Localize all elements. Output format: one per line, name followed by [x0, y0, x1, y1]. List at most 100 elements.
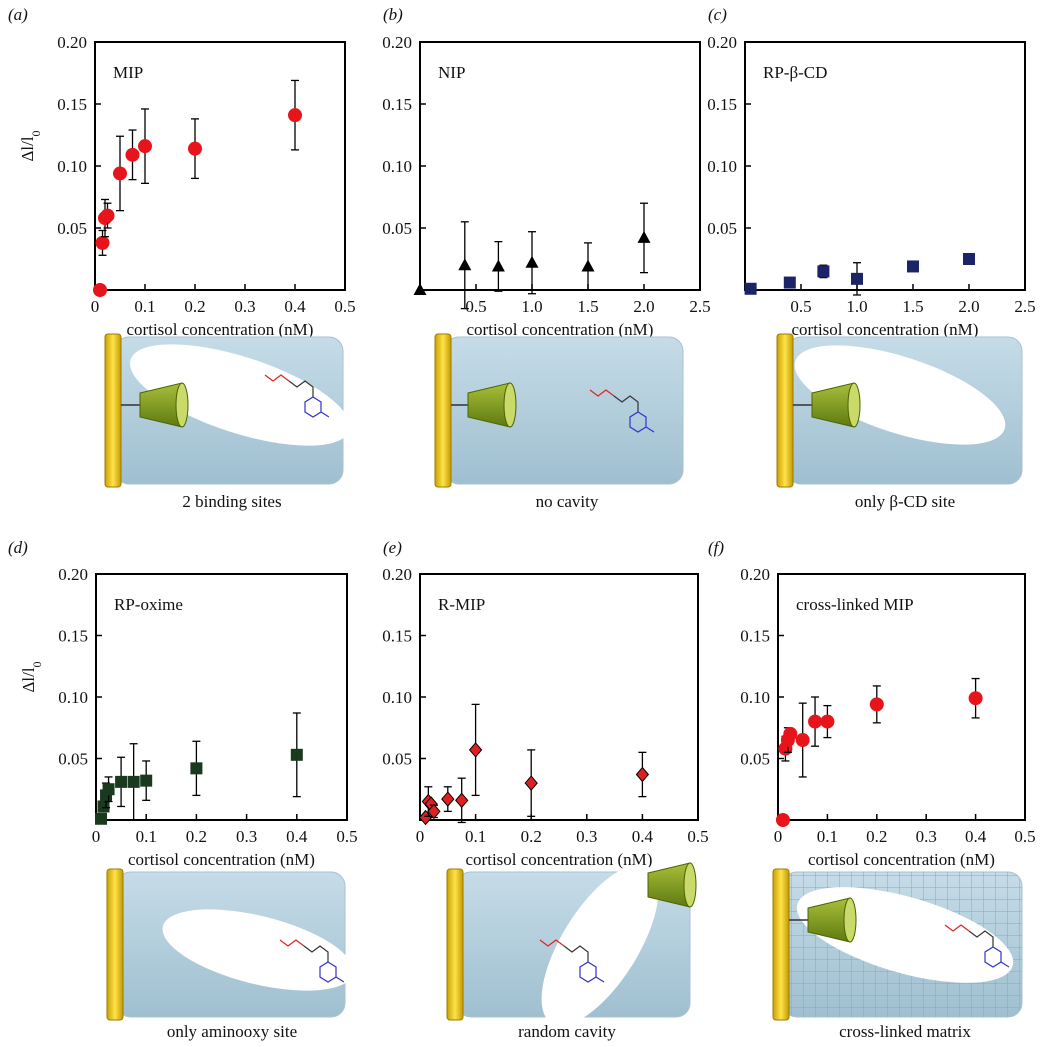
caption: 2 binding sites	[182, 492, 281, 511]
caption: random cavity	[518, 1022, 616, 1041]
data-point	[102, 783, 115, 796]
y-tick-label: 0.05	[707, 219, 737, 238]
data-point	[113, 166, 127, 181]
x-tick-label: 1.5	[577, 297, 598, 316]
data-point	[817, 265, 830, 278]
y-tick-label: 0.15	[707, 95, 737, 114]
y-tick-label: 0.10	[382, 157, 412, 176]
data-point	[140, 774, 153, 787]
x-tick-label: 0.3	[576, 827, 597, 846]
y-tick-label: 0.15	[382, 95, 412, 114]
x-tick-label: 2.0	[958, 297, 979, 316]
y-axis-label-main: Δl/l	[19, 667, 38, 692]
linker-chain	[968, 930, 994, 947]
data-point	[581, 259, 595, 272]
beta-cd-rim	[843, 897, 857, 943]
caption: cross-linked matrix	[839, 1022, 971, 1041]
x-tick-label: 0.4	[286, 827, 308, 846]
data-point	[525, 255, 539, 268]
y-tick-label: 0.05	[740, 750, 770, 769]
x-tick-label: 0.5	[336, 827, 357, 846]
cavity	[794, 345, 1006, 445]
y-tick-label: 0.10	[58, 688, 88, 707]
data-point	[95, 812, 108, 825]
linker-chain	[303, 945, 329, 962]
electrode	[104, 333, 122, 488]
electrode	[776, 333, 794, 488]
phenyl	[579, 961, 605, 983]
data-point	[290, 748, 303, 761]
data-point	[744, 282, 757, 295]
data-point	[968, 691, 983, 706]
x-tick-label: 0.5	[687, 827, 708, 846]
beta-cd-rim	[503, 382, 517, 428]
panel-label: (b)	[383, 5, 403, 24]
x-tick-label: 0.1	[136, 827, 157, 846]
phenyl	[984, 946, 1010, 968]
data-point	[468, 742, 483, 758]
data-point	[413, 283, 427, 295]
data-point	[907, 260, 919, 273]
y-tick-label: 0.15	[57, 95, 87, 114]
data-point	[95, 235, 110, 250]
x-axis-label: cortisol concentration (nM)	[792, 320, 979, 339]
panel-label: (d)	[8, 538, 28, 557]
y-tick-label: 0.20	[58, 565, 88, 584]
data-point	[963, 253, 975, 265]
data-point	[820, 714, 835, 729]
data-point	[808, 714, 823, 729]
x-tick-label: 0.1	[817, 827, 838, 846]
data-point	[455, 792, 469, 809]
data-point	[138, 139, 152, 154]
caption: no cavity	[536, 492, 599, 511]
x-tick-label: 0.3	[234, 297, 255, 316]
x-tick-label: 0.4	[284, 297, 306, 316]
data-point	[635, 766, 650, 783]
x-tick-label: 0.2	[184, 297, 205, 316]
data-point	[524, 775, 538, 791]
data-point	[190, 762, 203, 775]
panel-title: MIP	[113, 63, 143, 82]
linker-chain	[613, 395, 639, 412]
data-point	[427, 803, 441, 820]
x-tick-label: 0.3	[916, 827, 937, 846]
x-tick-label: 2.5	[1014, 297, 1035, 316]
panel-title: cross-linked MIP	[796, 595, 914, 614]
electrode	[772, 868, 790, 1021]
y-tick-label: 0.10	[382, 688, 412, 707]
panel-label: (e)	[383, 538, 402, 557]
x-tick-label: 1.0	[846, 297, 867, 316]
y-axis-label-sub: 0	[29, 130, 43, 136]
panel-title: NIP	[438, 63, 465, 82]
linker-chain	[563, 945, 589, 962]
x-tick-label: 0.1	[134, 297, 155, 316]
caption: only β-CD site	[855, 492, 955, 511]
x-tick-label: 0	[774, 827, 783, 846]
y-tick-label: 0.20	[382, 565, 412, 584]
x-axis-label: cortisol concentration (nM)	[128, 850, 315, 869]
aminooxy	[589, 389, 615, 397]
x-tick-label: 0	[92, 827, 101, 846]
data-point	[188, 141, 202, 156]
x-tick-label: 0.5	[465, 297, 486, 316]
data-point	[637, 230, 651, 243]
aminooxy	[539, 939, 565, 947]
x-tick-label: 0.5	[334, 297, 355, 316]
y-tick-label: 0.20	[707, 33, 737, 52]
phenyl	[629, 411, 655, 433]
electrode	[446, 868, 464, 1021]
electrode	[434, 333, 452, 488]
x-tick-label: 1.0	[521, 297, 542, 316]
aminooxy	[279, 939, 305, 947]
beta-cd-rim	[683, 862, 697, 908]
data-point	[491, 259, 505, 272]
data-point	[869, 697, 884, 712]
x-tick-label: 0.5	[790, 297, 811, 316]
y-tick-label: 0.10	[707, 157, 737, 176]
x-tick-label: 0.4	[632, 827, 654, 846]
x-axis-label: cortisol concentration (nM)	[127, 320, 314, 339]
data-point	[441, 791, 455, 807]
x-tick-label: 1.5	[902, 297, 923, 316]
panel-title: R-MIP	[438, 595, 485, 614]
